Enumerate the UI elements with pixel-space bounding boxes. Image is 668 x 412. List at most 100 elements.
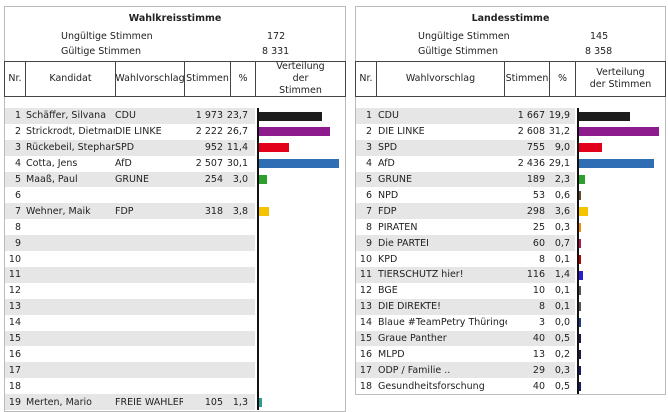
cell-pct: 3,0 xyxy=(232,174,248,186)
cell-pct: 0,5 xyxy=(554,333,570,345)
vote-bar xyxy=(579,365,581,375)
cell-party: GRÜNE xyxy=(115,174,150,186)
table-row: 16 xyxy=(5,347,255,363)
cell-votes: 254 xyxy=(204,174,223,186)
cell-pct: 3,6 xyxy=(554,205,570,217)
cell-nr: 11 xyxy=(359,269,372,281)
vote-bar xyxy=(579,238,581,248)
cell-votes: 189 xyxy=(526,174,545,186)
cell-nr: 13 xyxy=(8,301,21,313)
cell-nr: 6 xyxy=(365,189,372,201)
cell-votes: 53 xyxy=(532,189,545,201)
cell-party: SPD xyxy=(378,142,398,154)
cell-party: DIE LINKE xyxy=(378,126,425,138)
valid-label: Gültige Stimmen xyxy=(418,46,499,57)
cell-party: BGE xyxy=(378,285,398,297)
cell-party: FDP xyxy=(378,205,397,217)
header-stimmen: Stimmen xyxy=(505,62,550,96)
cell-pct: 0,1 xyxy=(554,301,570,313)
cell-nr: 6 xyxy=(14,189,21,201)
table-row: 1 Schäffer, Silvana CDU 1 973 23,7 xyxy=(5,108,255,124)
cell-pct: 3,8 xyxy=(232,205,248,217)
cell-nr: 9 xyxy=(14,237,21,249)
cell-party: CDU xyxy=(378,110,399,122)
cell-votes: 755 xyxy=(526,142,545,154)
cell-party: MLPD xyxy=(378,348,405,360)
table-row: 6 NPD 53 0,6 xyxy=(356,188,575,204)
cell-party: SPD xyxy=(115,142,135,154)
table-row: 12 BGE 10 0,1 xyxy=(356,283,575,299)
table-row: 6 xyxy=(5,188,255,204)
table-row: 19 Merten, Mario FREIE WÄHLER 105 1,3 xyxy=(5,394,255,411)
cell-pct: 0,1 xyxy=(554,253,570,265)
cell-name: Merten, Mario xyxy=(26,396,92,408)
cell-nr: 19 xyxy=(8,396,21,408)
cell-nr: 15 xyxy=(359,333,372,345)
cell-party: FREIE WÄHLER xyxy=(115,396,183,408)
cell-votes: 1 667 xyxy=(517,110,545,122)
cell-nr: 2 xyxy=(14,126,21,138)
table-row: 10 xyxy=(5,251,255,267)
table-row: 2 Strickrodt, Dietmar DIE LINKE 2 222 26,7 xyxy=(5,124,255,140)
cell-pct: 19,9 xyxy=(548,110,570,122)
table-row: 14 Blaue #TeamPetry Thüringen 3 0,0 xyxy=(356,315,575,331)
header-pct: % xyxy=(231,62,256,96)
table-row: 17 xyxy=(5,362,255,379)
cell-pct: 0,2 xyxy=(554,348,570,360)
cell-votes: 40 xyxy=(532,380,545,392)
cell-nr: 2 xyxy=(365,126,372,138)
table-row: 4 AfD 2 436 29,1 xyxy=(356,156,575,172)
cell-party: KPD xyxy=(378,253,398,265)
cell-party: Blaue #TeamPetry Thüringen xyxy=(378,317,507,329)
cell-votes: 8 xyxy=(538,253,545,265)
chart-axis xyxy=(257,108,259,411)
cell-nr: 8 xyxy=(365,221,372,233)
cell-votes: 29 xyxy=(532,364,545,376)
cell-pct: 0,3 xyxy=(554,364,570,376)
vote-bar xyxy=(259,159,339,169)
cell-votes: 1 973 xyxy=(195,110,223,122)
vote-bar xyxy=(579,350,581,359)
header-kandidat: Kandidat xyxy=(26,62,116,96)
cell-votes: 40 xyxy=(532,333,545,345)
cell-nr: 9 xyxy=(365,237,372,249)
cell-pct: 9,0 xyxy=(554,142,570,154)
invalid-value: 145 xyxy=(590,31,609,42)
vote-bar xyxy=(579,222,581,232)
valid-value: 8 358 xyxy=(585,46,613,57)
header-wahlvorschlag: Wahlvorschlag xyxy=(115,62,185,96)
cell-votes: 298 xyxy=(526,205,545,217)
cell-pct: 2,3 xyxy=(554,174,570,186)
cell-votes: 25 xyxy=(532,221,545,233)
cell-nr: 8 xyxy=(14,221,21,233)
header-verteilung: Verteilung der Stimmen xyxy=(276,61,325,96)
cell-nr: 17 xyxy=(8,364,21,376)
cell-party: Gesundheitsforschung xyxy=(378,380,485,392)
cell-party: ÖDP / Familie .. xyxy=(378,364,451,376)
cell-nr: 1 xyxy=(365,110,372,122)
table-row: 15 xyxy=(5,330,255,347)
cell-pct: 26,7 xyxy=(226,126,248,138)
vote-bar xyxy=(579,175,585,185)
table-row: 14 xyxy=(5,315,255,331)
cell-party: TIERSCHUTZ hier! xyxy=(378,269,464,281)
table-row: 18 xyxy=(5,378,255,394)
wahlkreisstimme-panel: Wahlkreisstimme Ungültige Stimmen 172 Gü… xyxy=(4,6,346,412)
cell-pct: 0,0 xyxy=(554,317,570,329)
cell-pct: 0,1 xyxy=(554,285,570,297)
vote-bar xyxy=(579,159,654,169)
vote-bar xyxy=(259,111,322,121)
vote-bar xyxy=(579,206,589,216)
cell-party: Graue Panther xyxy=(378,333,447,345)
table-row: 9 Die PARTEI 60 0,7 xyxy=(356,235,575,252)
table-row: 7 FDP 298 3,6 xyxy=(356,203,575,220)
cell-pct: 30,1 xyxy=(226,158,248,170)
cell-nr: 10 xyxy=(8,253,21,265)
table-row: 13 xyxy=(5,298,255,315)
header-wahlvorschlag: Wahlvorschlag xyxy=(377,62,505,96)
cell-party: NPD xyxy=(378,189,399,201)
table-row: 4 Cotta, Jens AfD 2 507 30,1 xyxy=(5,156,255,172)
table-row: 8 PIRATEN 25 0,3 xyxy=(356,219,575,235)
chart-axis xyxy=(577,108,579,395)
cell-votes: 116 xyxy=(526,269,545,281)
